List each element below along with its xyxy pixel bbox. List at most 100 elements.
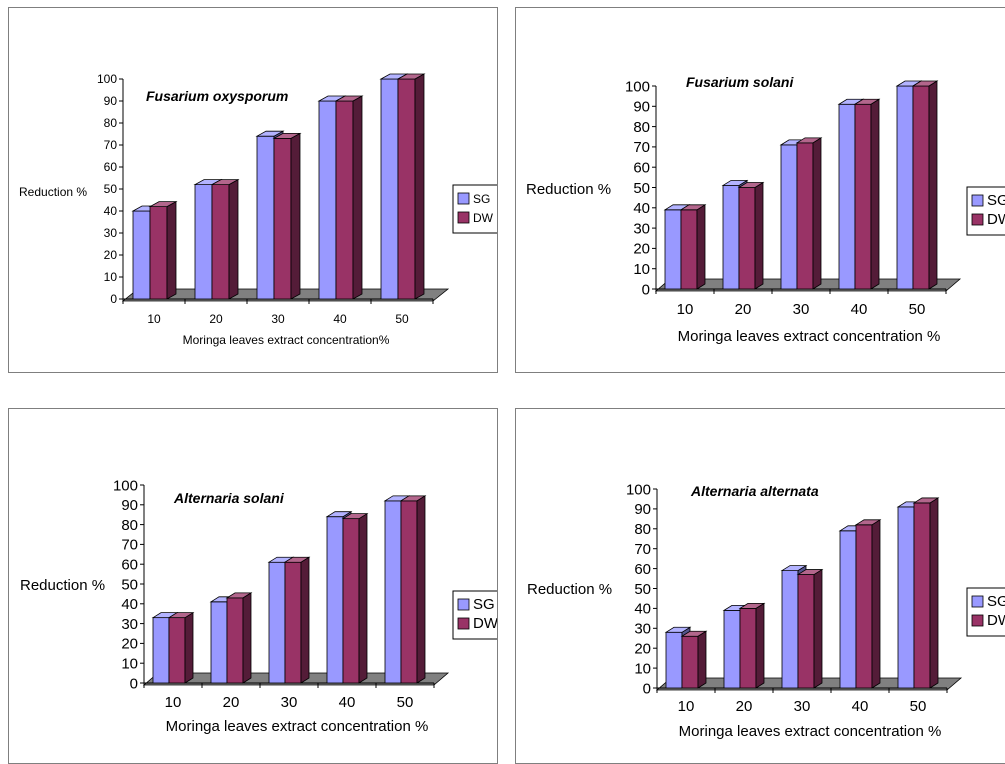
y-tick-label: 90 [121,497,138,514]
chart-svg: 0 10 20 30 40 50 60 70 80 90 100 10 20 30 40 50 Alternar… [527,481,1005,740]
chart-panel-fusarium-oxysporum: 0 10 20 30 40 50 60 70 80 90 100 10 20 30 40 50 Fusarium… [8,7,498,373]
y-tick-label: 20 [634,640,651,657]
y-tick-label: 60 [633,159,650,176]
bar-dw-50 [396,73,426,300]
chart-title: Fusarium oxysporum [146,88,288,104]
y-tick-label: 0 [643,680,651,697]
x-tick-label: 40 [339,694,356,711]
bar-dw-10 [680,630,708,689]
legend-label: DW [987,211,1005,228]
chart-panel-fusarium-solani: 0 10 20 30 40 50 60 70 80 90 100 10 20 30 40 50 Fusarium… [515,7,1005,373]
y-tick-label: 70 [121,537,138,554]
y-tick-label: 100 [97,72,117,86]
y-tick-label: 50 [121,576,138,593]
y-tick-label: 60 [634,561,651,578]
x-tick-label: 40 [851,301,868,318]
y-tick-label: 70 [104,138,118,152]
y-tick-label: 50 [104,182,118,196]
x-tick-label: 20 [223,694,240,711]
y-tick-label: 90 [633,99,650,116]
x-axis-label: Moringa leaves extract concentration % [166,718,429,735]
x-tick-label: 40 [852,698,869,715]
chart-plot: 0 10 20 30 40 50 60 70 80 90 100 10 20 30 40 50 Fusarium… [526,74,1005,345]
y-tick-label: 100 [626,481,651,498]
x-tick-label: 50 [909,301,926,318]
y-axis-label: Reduction % [526,181,611,198]
x-axis-label: Moringa leaves extract concentration % [679,723,942,740]
y-tick-label: 20 [633,241,650,258]
legend-label: SG [473,596,495,613]
x-tick-label: 30 [793,301,810,318]
y-tick-label: 30 [634,621,651,638]
x-tick-label: 30 [281,694,298,711]
x-tick-label: 50 [910,698,927,715]
bar-dw-10 [148,200,178,300]
legend-swatch [457,598,470,611]
y-tick-label: 50 [633,180,650,197]
y-tick-label: 70 [633,139,650,156]
y-tick-label: 90 [104,94,118,108]
legend-swatch [457,192,470,205]
x-tick-label: 40 [333,312,347,326]
bar-dw-40 [854,519,882,689]
legend: SG DW [966,587,1005,637]
y-tick-label: 100 [625,78,650,95]
y-axis-label: Reduction % [527,581,612,598]
y-tick-label: 100 [113,477,138,494]
bar-dw-40 [853,98,881,290]
legend-label: SG [987,192,1005,209]
y-axis-label: Reduction % [20,577,105,594]
legend-label: DW [987,612,1005,629]
y-tick-label: 0 [642,281,650,298]
x-axis-label: Moringa leaves extract concentration % [678,328,941,345]
x-tick-label: 30 [271,312,285,326]
y-tick-label: 80 [104,116,118,130]
chart-svg: 0 10 20 30 40 50 60 70 80 90 100 10 20 30 40 50 Fusarium… [19,72,497,347]
x-tick-label: 10 [678,698,695,715]
bar-dw-20 [737,181,765,290]
bar-dw-50 [912,497,940,689]
legend-label: DW [473,211,494,225]
bar-dw-30 [796,568,824,689]
y-tick-label: 10 [104,270,118,284]
legend-swatch [971,213,984,226]
chart-title: Alternaria solani [173,490,285,506]
y-tick-label: 80 [634,521,651,538]
y-tick-label: 40 [121,596,138,613]
chart-title: Fusarium solani [686,74,794,90]
y-tick-label: 20 [121,636,138,653]
chart-title: Alternaria alternata [690,483,819,499]
x-tick-label: 20 [736,698,753,715]
y-tick-label: 0 [130,675,138,692]
chart-panel-alternaria-alternata: 0 10 20 30 40 50 60 70 80 90 100 10 20 30 40 50 Alternar… [515,408,1005,764]
chart-svg: 0 10 20 30 40 50 60 70 80 90 100 10 20 30 40 50 Alternar… [20,477,498,735]
chart-svg: 0 10 20 30 40 50 60 70 80 90 100 10 20 30 40 50 Fusarium… [526,74,1005,345]
y-tick-label: 30 [121,616,138,633]
y-tick-label: 60 [104,160,118,174]
y-tick-label: 10 [121,655,138,672]
bar-dw-40 [334,95,364,300]
bar-dw-10 [679,204,707,290]
legend-label: DW [473,615,498,632]
x-tick-label: 10 [165,694,182,711]
legend-swatch [971,595,984,608]
bar-dw-50 [911,80,939,290]
y-tick-label: 10 [634,660,651,677]
bar-dw-30 [283,556,311,684]
y-tick-label: 40 [634,601,651,618]
y-tick-label: 20 [104,248,118,262]
bar-dw-20 [210,178,240,300]
y-tick-label: 50 [634,581,651,598]
y-tick-label: 0 [110,292,117,306]
legend-swatch [971,614,984,627]
x-axis-label: Moringa leaves extract concentration% [183,333,390,347]
chart-panel-alternaria-solani: 0 10 20 30 40 50 60 70 80 90 100 10 20 30 40 50 Alternar… [8,408,498,764]
bar-dw-50 [399,495,427,684]
x-tick-label: 50 [397,694,414,711]
y-tick-label: 40 [104,204,118,218]
y-tick-label: 10 [633,261,650,278]
legend: SG DW [452,184,497,234]
legend: SG DW [452,590,498,640]
x-tick-label: 20 [209,312,223,326]
y-tick-label: 80 [121,517,138,534]
